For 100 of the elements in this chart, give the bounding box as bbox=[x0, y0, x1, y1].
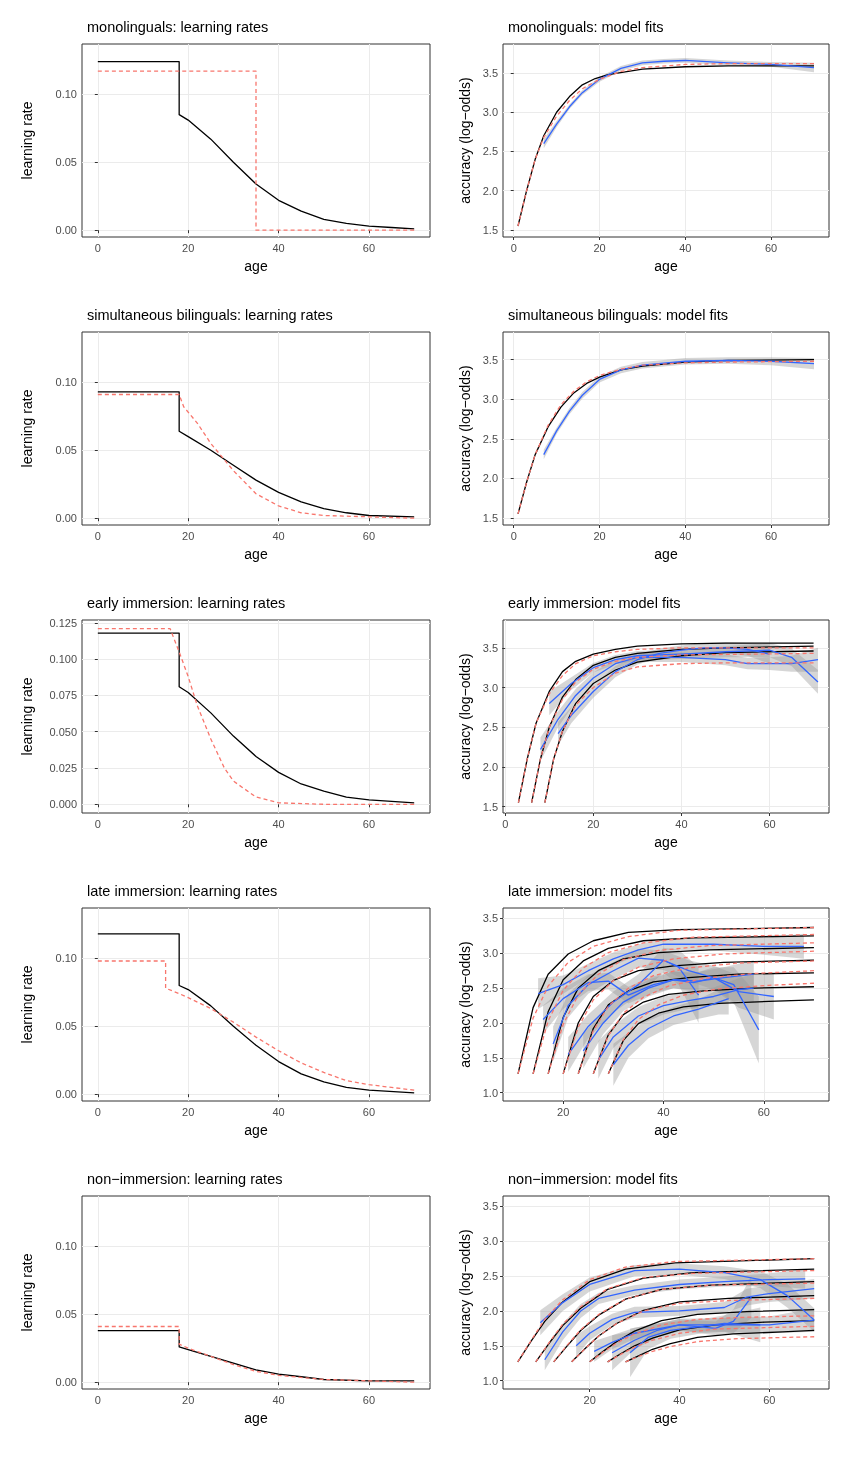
y-tick-label: 3.5 bbox=[482, 912, 498, 925]
y-tick-label: 2.0 bbox=[482, 760, 498, 773]
y-tick-label: 2.5 bbox=[482, 432, 498, 445]
y-tick-label: 2.0 bbox=[482, 1304, 498, 1317]
y-tick-label: 3.0 bbox=[482, 393, 498, 406]
x-tick-label: 60 bbox=[362, 1105, 376, 1118]
y-tick-label: 2.5 bbox=[482, 1270, 498, 1283]
y-tick-label: 0.05 bbox=[55, 1020, 77, 1033]
x-tick-label: 20 bbox=[182, 1393, 195, 1406]
x-tick-label: 0 bbox=[94, 241, 101, 254]
y-axis-title: accuracy (log−odds) bbox=[456, 1229, 473, 1356]
x-axis-title: age bbox=[244, 1122, 268, 1138]
y-tick-label: 0.05 bbox=[55, 444, 77, 457]
chart-title: simultaneous bilinguals: learning rates bbox=[87, 306, 333, 323]
y-axis-title: learning rate bbox=[19, 101, 35, 180]
y-axis-title: learning rate bbox=[19, 965, 35, 1044]
x-tick-label: 20 bbox=[593, 241, 606, 254]
y-tick-label: 0.00 bbox=[55, 1376, 77, 1389]
y-tick-label: 3.5 bbox=[482, 353, 498, 366]
x-tick-label: 60 bbox=[764, 241, 778, 254]
y-tick-label: 1.5 bbox=[482, 1339, 498, 1352]
y-tick-label: 1.5 bbox=[482, 800, 498, 813]
chart-title: late immersion: model fits bbox=[508, 882, 673, 899]
y-axis-title: learning rate bbox=[19, 389, 35, 468]
x-axis-title: age bbox=[654, 546, 678, 562]
x-axis-title: age bbox=[654, 258, 678, 274]
y-tick-label: 0.050 bbox=[49, 725, 77, 738]
x-tick-label: 20 bbox=[593, 529, 606, 542]
y-axis-title: accuracy (log−odds) bbox=[456, 365, 473, 492]
y-axis-title: accuracy (log−odds) bbox=[456, 653, 473, 780]
y-tick-label: 2.0 bbox=[482, 184, 498, 197]
y-tick-label: 3.0 bbox=[482, 947, 498, 960]
y-axis-title: learning rate bbox=[19, 677, 35, 756]
y-tick-label: 1.0 bbox=[482, 1374, 498, 1387]
chart-title: simultaneous bilinguals: model fits bbox=[508, 306, 729, 323]
x-tick-label: 0 bbox=[94, 1393, 101, 1406]
y-tick-label: 2.0 bbox=[482, 1016, 498, 1029]
y-tick-label: 0.100 bbox=[49, 653, 77, 666]
y-tick-label: 0.025 bbox=[49, 762, 77, 775]
x-tick-label: 20 bbox=[182, 817, 195, 830]
chart-title: late immersion: learning rates bbox=[87, 882, 278, 899]
y-tick-label: 1.0 bbox=[482, 1086, 498, 1099]
y-tick-label: 3.5 bbox=[482, 1200, 498, 1213]
x-axis-title: age bbox=[654, 834, 678, 850]
y-tick-label: 3.0 bbox=[482, 106, 498, 119]
y-axis-title: accuracy (log−odds) bbox=[456, 941, 473, 1068]
x-axis-title: age bbox=[654, 1410, 678, 1426]
x-tick-label: 60 bbox=[362, 817, 376, 830]
y-axis-title: learning rate bbox=[19, 1253, 35, 1332]
x-tick-label: 60 bbox=[362, 1393, 376, 1406]
y-tick-label: 0.05 bbox=[55, 1308, 77, 1321]
x-tick-label: 0 bbox=[502, 817, 509, 830]
chart-title: early immersion: learning rates bbox=[87, 594, 286, 611]
y-tick-label: 0.00 bbox=[55, 224, 77, 237]
x-tick-label: 60 bbox=[764, 529, 778, 542]
y-tick-label: 0.10 bbox=[55, 952, 77, 965]
y-tick-label: 2.5 bbox=[482, 721, 498, 734]
y-tick-label: 2.5 bbox=[482, 982, 498, 995]
x-tick-label: 20 bbox=[583, 1393, 596, 1406]
x-tick-label: 20 bbox=[587, 817, 600, 830]
x-tick-label: 20 bbox=[182, 529, 195, 542]
x-axis-title: age bbox=[244, 834, 268, 850]
x-tick-label: 40 bbox=[679, 529, 692, 542]
x-tick-label: 40 bbox=[679, 241, 692, 254]
chart-title: early immersion: model fits bbox=[508, 594, 681, 611]
y-tick-label: 2.0 bbox=[482, 472, 498, 485]
x-tick-label: 0 bbox=[94, 1105, 101, 1118]
x-tick-label: 40 bbox=[272, 241, 285, 254]
x-tick-label: 60 bbox=[757, 1105, 770, 1118]
x-tick-label: 20 bbox=[557, 1105, 570, 1118]
x-tick-label: 60 bbox=[763, 1393, 776, 1406]
y-tick-label: 1.5 bbox=[482, 223, 498, 236]
x-tick-label: 0 bbox=[94, 817, 101, 830]
y-tick-label: 2.5 bbox=[482, 145, 498, 158]
y-tick-label: 3.5 bbox=[482, 641, 498, 654]
x-tick-label: 40 bbox=[673, 1393, 686, 1406]
x-tick-label: 0 bbox=[94, 529, 101, 542]
y-tick-label: 0.05 bbox=[55, 156, 77, 169]
x-tick-label: 0 bbox=[510, 529, 517, 542]
x-tick-label: 40 bbox=[657, 1105, 670, 1118]
x-tick-label: 60 bbox=[362, 529, 376, 542]
y-tick-label: 0.125 bbox=[49, 616, 77, 629]
x-tick-label: 20 bbox=[182, 241, 195, 254]
y-tick-label: 0.10 bbox=[55, 376, 77, 389]
x-tick-label: 40 bbox=[272, 1393, 285, 1406]
y-tick-label: 0.10 bbox=[55, 88, 77, 101]
x-tick-label: 40 bbox=[272, 817, 285, 830]
x-tick-label: 60 bbox=[763, 817, 776, 830]
x-tick-label: 0 bbox=[510, 241, 517, 254]
x-axis-title: age bbox=[244, 1410, 268, 1426]
y-tick-label: 1.5 bbox=[482, 511, 498, 524]
y-tick-label: 0.00 bbox=[55, 512, 77, 525]
y-tick-label: 0.00 bbox=[55, 1088, 77, 1101]
y-tick-label: 0.000 bbox=[49, 798, 77, 811]
x-axis-title: age bbox=[244, 258, 268, 274]
y-tick-label: 3.0 bbox=[482, 681, 498, 694]
chart-title: non−immersion: model fits bbox=[508, 1170, 678, 1187]
chart-title: monolinguals: learning rates bbox=[87, 18, 269, 35]
x-tick-label: 40 bbox=[272, 529, 285, 542]
x-tick-label: 40 bbox=[675, 817, 688, 830]
